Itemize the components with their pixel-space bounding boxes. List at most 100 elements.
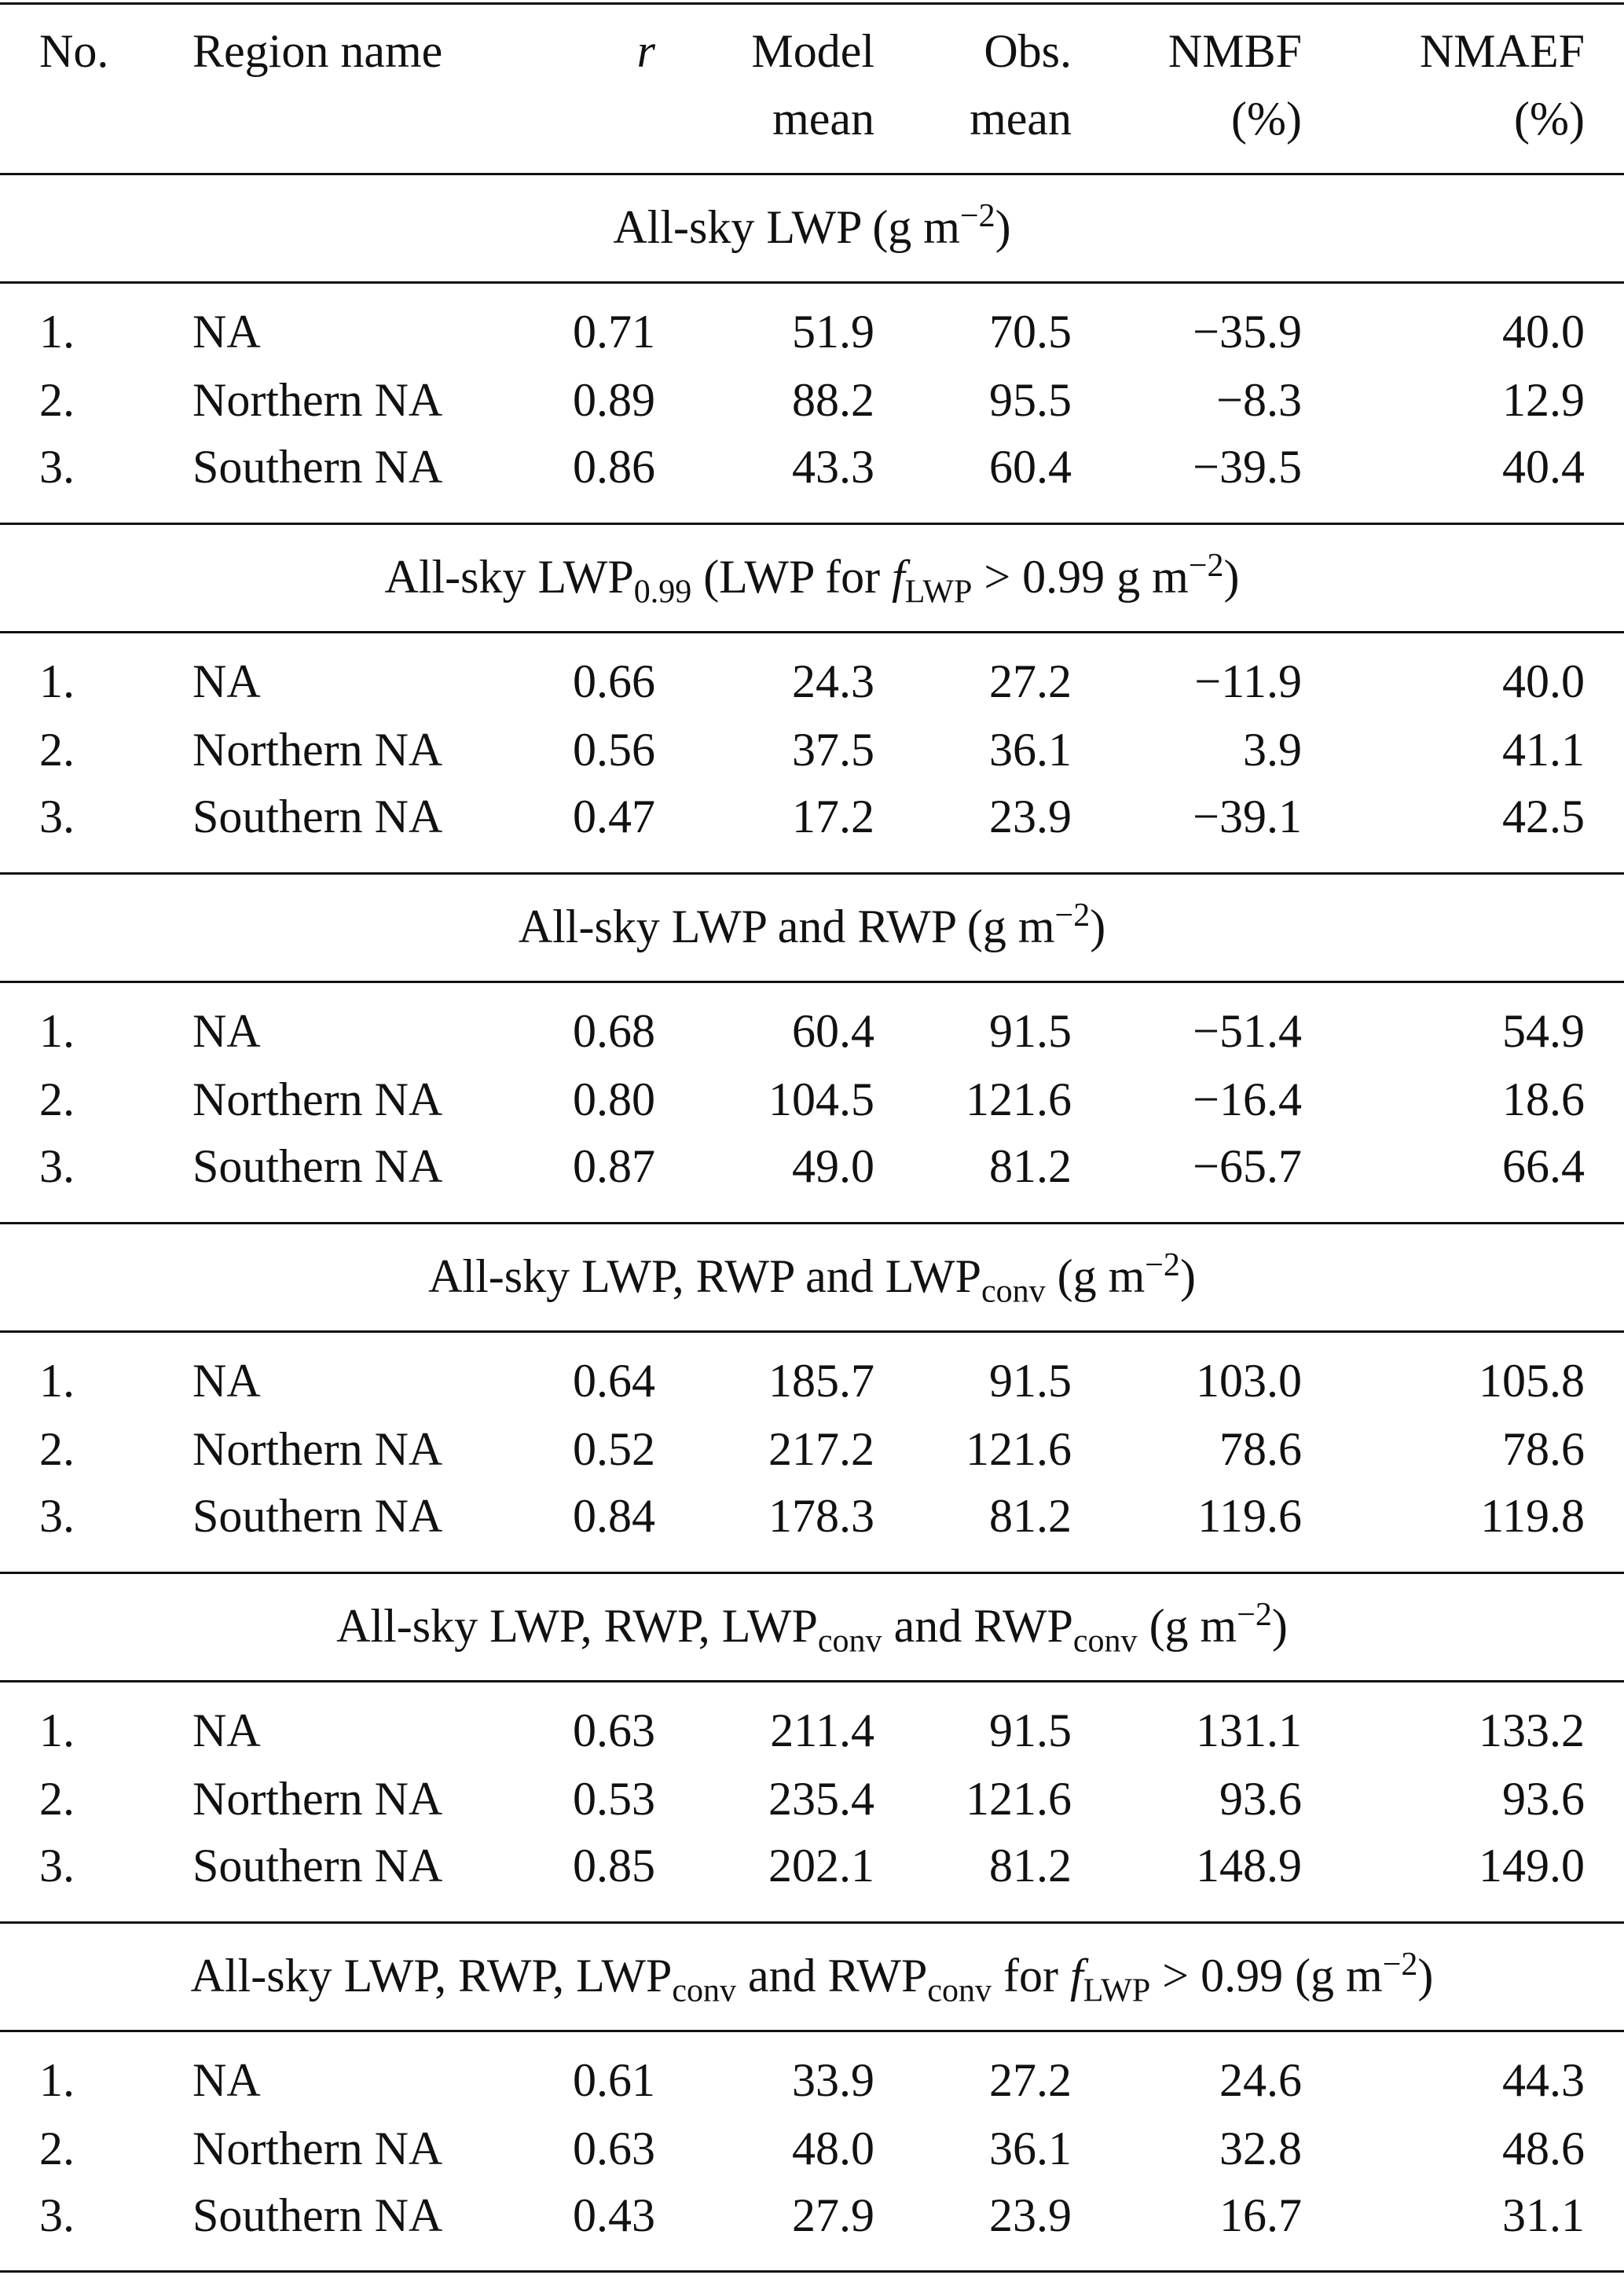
rule-line [0, 523, 1624, 525]
table-cell: 33.9 [792, 2054, 874, 2106]
title-segment: All-sky LWP [384, 551, 634, 603]
section-title: All-sky LWP, RWP, LWPconv and RWPconv fo… [0, 1948, 1624, 2008]
table-cell: 24.6 [1219, 2054, 1302, 2106]
table-cell: 133.2 [1479, 1704, 1585, 1756]
title-segment: All-sky LWP, RWP, LWP [190, 1950, 673, 2002]
title-segment: conv [981, 1273, 1046, 1310]
table-cell: 2. [39, 1073, 75, 1125]
table-cell: 70.5 [989, 306, 1072, 358]
column-header: Model [751, 25, 874, 77]
table-cell: 2. [39, 1773, 75, 1825]
table-cell: 121.6 [966, 1773, 1072, 1825]
table-cell: 23.9 [989, 791, 1072, 842]
table-cell: 217.2 [768, 1423, 874, 1475]
table-cell: 27.9 [792, 2189, 874, 2241]
table-cell: 40.4 [1502, 441, 1585, 493]
table-cell: 0.63 [573, 1704, 655, 1756]
table-cell: 91.5 [989, 1704, 1072, 1756]
table-cell: 44.3 [1502, 2054, 1585, 2106]
table-cell: 0.56 [573, 724, 655, 776]
table-cell: −16.4 [1193, 1073, 1302, 1125]
table-cell: 17.2 [792, 791, 874, 842]
table-cell: 121.6 [966, 1073, 1072, 1125]
table-cell: 3. [39, 1490, 75, 1542]
table-cell: −8.3 [1216, 374, 1302, 426]
title-segment: LWP [904, 574, 973, 611]
table-cell: 1. [39, 306, 75, 358]
rule-line [0, 281, 1624, 284]
section-title: All-sky LWP, RWP, LWPconv and RWPconv (g… [0, 1598, 1624, 1658]
table-cell: Northern NA [192, 2123, 443, 2174]
table-cell: 202.1 [768, 1840, 874, 1892]
column-header: NMBF [1168, 25, 1302, 77]
rule-line [0, 872, 1624, 875]
table-cell: 1. [39, 1005, 75, 1057]
title-segment: conv [927, 1972, 992, 2009]
table-cell: NA [192, 2054, 261, 2106]
table-cell: Southern NA [192, 2189, 443, 2241]
title-segment: > 0.99 (g m [1150, 1950, 1383, 2002]
table-cell: 27.2 [989, 2054, 1072, 2106]
table-cell: 3. [39, 2189, 75, 2241]
table-cell: 1. [39, 655, 75, 707]
title-segment: All-sky LWP, RWP and LWP [428, 1250, 981, 1302]
rule-line [0, 2270, 1624, 2273]
column-header: (%) [1514, 93, 1585, 145]
title-segment: conv [1072, 1623, 1138, 1660]
table-cell: Northern NA [192, 374, 443, 426]
table-cell: 81.2 [989, 1490, 1072, 1542]
table-cell: 37.5 [792, 724, 874, 776]
table-cell: 119.6 [1197, 1490, 1302, 1542]
column-header: Obs. [984, 25, 1072, 77]
table-cell: 93.6 [1219, 1773, 1302, 1825]
table-cell: 78.6 [1502, 1423, 1585, 1475]
table-cell: 148.9 [1196, 1840, 1302, 1892]
table-cell: Northern NA [192, 724, 443, 776]
table-cell: 3. [39, 791, 75, 842]
table-cell: 0.68 [573, 1005, 655, 1057]
title-segment: f [1070, 1950, 1083, 2002]
table-cell: 48.0 [792, 2123, 874, 2174]
table-cell: NA [192, 306, 261, 358]
rule-line [0, 1222, 1624, 1224]
table-cell: 40.0 [1502, 655, 1585, 707]
rule-line [0, 2, 1624, 5]
table-cell: NA [192, 1704, 261, 1756]
table-cell: Southern NA [192, 791, 443, 842]
table-cell: Southern NA [192, 441, 443, 493]
table-cell: 211.4 [770, 1704, 874, 1756]
table-cell: 1. [39, 1704, 75, 1756]
table-cell: 3. [39, 1840, 75, 1892]
table-cell: 0.71 [573, 306, 655, 358]
table-cell: 78.6 [1219, 1423, 1302, 1475]
table-cell: 103.0 [1196, 1355, 1302, 1407]
table-cell: 91.5 [989, 1355, 1072, 1407]
table-cell: 1. [39, 1355, 75, 1407]
title-segment: ) [1271, 1600, 1288, 1652]
title-segment: ) [1223, 551, 1240, 603]
table-cell: 2. [39, 1423, 75, 1475]
table-cell: 42.5 [1502, 791, 1585, 842]
table-cell: 3. [39, 1140, 75, 1192]
title-segment: ) [1179, 1250, 1196, 1302]
table-cell: 54.9 [1502, 1005, 1585, 1057]
title-segment: −2 [1054, 897, 1091, 934]
table-cell: 235.4 [768, 1773, 874, 1825]
rule-line [0, 2030, 1624, 2032]
title-segment: −2 [1145, 1247, 1180, 1283]
title-segment: −2 [1188, 548, 1224, 584]
table-cell: 105.8 [1479, 1355, 1585, 1407]
section-title: All-sky LWP0.99 (LWP for fLWP > 0.99 g m… [0, 548, 1624, 609]
column-header: mean [772, 93, 874, 145]
table-cell: 95.5 [989, 374, 1072, 426]
table-cell: 0.61 [573, 2054, 655, 2106]
table-cell: Northern NA [192, 1773, 443, 1825]
column-header: Region name [192, 25, 443, 77]
table-cell: 16.7 [1219, 2189, 1302, 2241]
table-cell: 0.85 [573, 1840, 655, 1892]
title-segment: for [992, 1950, 1071, 2002]
table-cell: 0.63 [573, 2123, 655, 2174]
table-cell: 185.7 [768, 1355, 874, 1407]
title-segment: All-sky LWP and RWP (g m [518, 901, 1055, 952]
title-segment: All-sky LWP (g m [613, 201, 960, 253]
